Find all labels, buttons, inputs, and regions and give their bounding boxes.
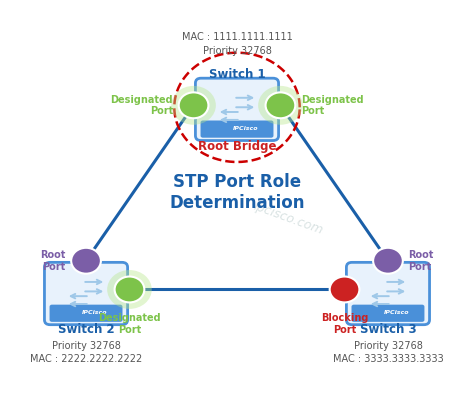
FancyBboxPatch shape	[201, 121, 273, 138]
Text: Designated
Port: Designated Port	[301, 95, 364, 116]
FancyBboxPatch shape	[50, 305, 122, 322]
FancyBboxPatch shape	[346, 262, 429, 325]
FancyBboxPatch shape	[195, 78, 279, 140]
Text: Designated
Port: Designated Port	[98, 313, 161, 335]
FancyBboxPatch shape	[352, 305, 424, 322]
Text: ipcisco.com: ipcisco.com	[251, 200, 325, 237]
Text: Designated
Port: Designated Port	[110, 95, 173, 116]
Text: STP Port Role
Determination: STP Port Role Determination	[169, 173, 305, 212]
Text: Root
Port: Root Port	[40, 250, 65, 271]
Text: IPCisco: IPCisco	[384, 310, 410, 315]
Text: Priority 32768: Priority 32768	[52, 341, 120, 351]
Text: IPCisco: IPCisco	[233, 126, 258, 131]
Circle shape	[179, 93, 209, 118]
Text: MAC : 2222.2222.2222: MAC : 2222.2222.2222	[30, 354, 142, 364]
Circle shape	[71, 248, 101, 274]
Text: IPCisco: IPCisco	[82, 310, 108, 315]
Text: Blocking
Port: Blocking Port	[321, 313, 368, 335]
Circle shape	[265, 93, 295, 118]
FancyBboxPatch shape	[45, 262, 128, 325]
Text: Priority 32768: Priority 32768	[202, 45, 272, 55]
Circle shape	[107, 270, 152, 309]
Circle shape	[330, 277, 359, 302]
Circle shape	[258, 86, 303, 125]
Text: Priority 32768: Priority 32768	[354, 341, 422, 351]
Text: Switch 3: Switch 3	[360, 323, 416, 336]
Text: Switch 1: Switch 1	[209, 69, 265, 81]
Circle shape	[171, 86, 216, 125]
Circle shape	[115, 277, 144, 302]
Text: Switch 2: Switch 2	[58, 323, 114, 336]
Circle shape	[373, 248, 403, 274]
Text: MAC : 3333.3333.3333: MAC : 3333.3333.3333	[333, 354, 443, 364]
Text: Root Bridge: Root Bridge	[198, 140, 276, 153]
Text: MAC : 1111.1111.1111: MAC : 1111.1111.1111	[182, 32, 292, 42]
Text: Root
Port: Root Port	[409, 250, 434, 271]
